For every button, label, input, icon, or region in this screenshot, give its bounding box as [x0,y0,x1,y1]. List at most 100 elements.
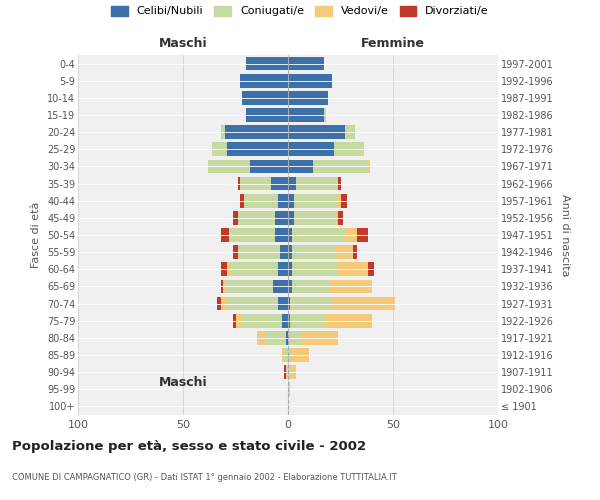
Bar [290,296,332,310]
Bar [368,160,370,173]
Bar [246,56,288,70]
Bar [337,211,338,224]
Bar [284,366,286,379]
Bar [238,211,275,224]
Text: Femmine: Femmine [361,37,425,50]
Bar [288,348,292,362]
Bar [288,176,296,190]
Bar [288,160,313,173]
Bar [221,296,227,310]
Bar [288,382,290,396]
Bar [233,314,235,328]
Bar [212,142,227,156]
Bar [288,280,292,293]
Bar [221,280,223,293]
Bar [288,91,328,104]
Bar [288,56,324,70]
Bar [332,296,395,310]
Bar [288,246,292,259]
Bar [208,160,250,173]
Bar [290,314,326,328]
Bar [277,296,288,310]
Legend: Celibi/Nubili, Coniugati/e, Vedovi/e, Divorziati/e: Celibi/Nubili, Coniugati/e, Vedovi/e, Di… [111,6,489,16]
Bar [242,314,282,328]
Bar [233,211,238,224]
Bar [275,228,288,242]
Bar [242,91,288,104]
Bar [288,262,292,276]
Bar [288,108,324,122]
Bar [338,176,341,190]
Bar [275,211,288,224]
Bar [265,331,286,344]
Text: Maschi: Maschi [158,376,208,389]
Bar [338,211,343,224]
Bar [240,176,271,190]
Bar [235,314,242,328]
Bar [288,331,301,344]
Bar [227,262,229,276]
Bar [368,262,374,276]
Bar [227,296,277,310]
Bar [324,108,326,122]
Bar [240,194,244,207]
Bar [282,348,284,362]
Bar [284,348,288,362]
Bar [288,74,332,88]
Bar [277,194,288,207]
Bar [338,262,368,276]
Bar [280,246,288,259]
Bar [326,314,372,328]
Bar [337,246,353,259]
Bar [223,280,225,293]
Bar [288,126,345,139]
Y-axis label: Fasce di età: Fasce di età [31,202,41,268]
Bar [290,366,296,379]
Bar [288,296,290,310]
Bar [358,228,368,242]
Bar [233,246,238,259]
Bar [288,194,295,207]
Bar [225,126,288,139]
Bar [221,262,227,276]
Bar [221,126,225,139]
Bar [288,228,292,242]
Bar [338,194,341,207]
Bar [221,228,229,242]
Bar [345,126,355,139]
Text: Maschi: Maschi [158,37,208,50]
Bar [288,142,334,156]
Text: COMUNE DI CAMPAGNATICO (GR) - Dati ISTAT 1° gennaio 2002 - Elaborazione TUTTITAL: COMUNE DI CAMPAGNATICO (GR) - Dati ISTAT… [12,473,397,482]
Bar [240,74,288,88]
Bar [286,366,288,379]
Bar [277,262,288,276]
Bar [345,228,358,242]
Bar [292,280,330,293]
Bar [238,246,280,259]
Y-axis label: Anni di nascita: Anni di nascita [560,194,571,276]
Bar [288,211,295,224]
Bar [341,194,347,207]
Bar [229,228,275,242]
Bar [292,262,338,276]
Bar [292,228,344,242]
Bar [296,176,338,190]
Bar [238,176,240,190]
Bar [295,194,338,207]
Bar [246,108,288,122]
Text: Popolazione per età, sesso e stato civile - 2002: Popolazione per età, sesso e stato civil… [12,440,366,453]
Bar [292,348,309,362]
Bar [313,160,368,173]
Bar [295,211,337,224]
Bar [271,176,288,190]
Bar [301,331,338,344]
Bar [353,246,358,259]
Bar [282,314,288,328]
Bar [286,331,288,344]
Bar [288,314,290,328]
Bar [330,280,372,293]
Bar [334,142,364,156]
Bar [244,194,277,207]
Bar [274,280,288,293]
Bar [229,262,277,276]
